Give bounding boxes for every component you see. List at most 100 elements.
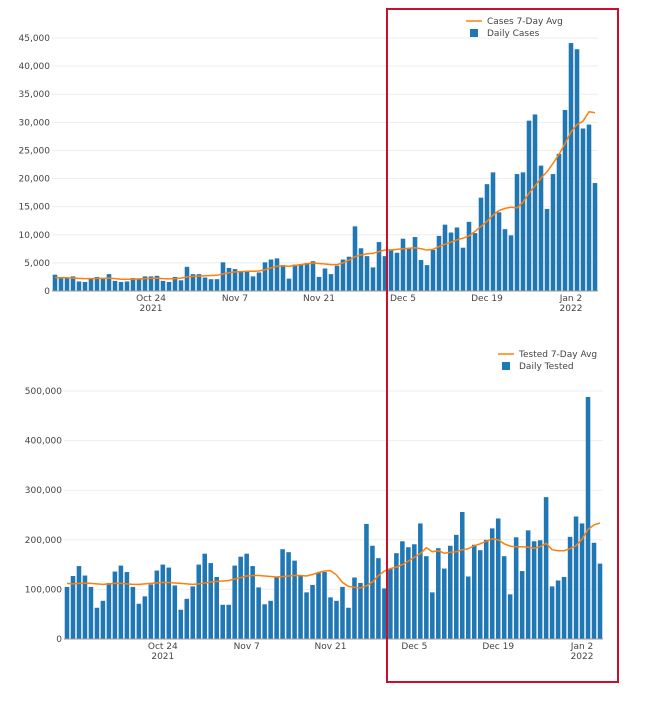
bar bbox=[382, 588, 387, 639]
bar bbox=[130, 278, 136, 291]
y-tick-label: 5,000 bbox=[24, 259, 50, 269]
bar bbox=[94, 276, 100, 291]
bar bbox=[340, 586, 345, 639]
bar bbox=[262, 262, 268, 291]
bar bbox=[562, 109, 568, 291]
bar bbox=[340, 259, 346, 291]
bar bbox=[226, 267, 232, 291]
y-tick-label: 10,000 bbox=[19, 231, 51, 241]
bar bbox=[573, 516, 579, 639]
bar bbox=[112, 280, 118, 291]
bar bbox=[82, 575, 88, 639]
x-tick-label: Dec 19 bbox=[482, 642, 514, 652]
bar bbox=[256, 587, 261, 639]
bar bbox=[346, 256, 352, 291]
bar bbox=[370, 545, 375, 639]
bar bbox=[112, 571, 118, 639]
bar bbox=[478, 197, 484, 291]
legend-line-label: Tested 7-Day Avg bbox=[518, 350, 597, 360]
bar bbox=[184, 266, 190, 291]
bar bbox=[358, 248, 364, 291]
bar bbox=[580, 128, 586, 291]
bar bbox=[82, 282, 88, 291]
y-tick-label: 400,000 bbox=[25, 437, 62, 447]
bar bbox=[585, 396, 591, 639]
x-tick-year: 2022 bbox=[571, 652, 594, 662]
x-tick-label: Dec 5 bbox=[390, 294, 416, 304]
bar bbox=[513, 537, 519, 639]
bar bbox=[100, 278, 106, 291]
y-tick-label: 35,000 bbox=[19, 90, 51, 100]
bar bbox=[388, 568, 393, 639]
y-tick-label: 40,000 bbox=[19, 62, 51, 72]
bar bbox=[76, 566, 82, 639]
bar bbox=[412, 237, 418, 291]
legend-bar-swatch bbox=[502, 362, 510, 370]
bar bbox=[64, 277, 70, 291]
bar bbox=[160, 280, 166, 291]
bar bbox=[568, 43, 574, 292]
bar bbox=[370, 267, 376, 291]
x-tick-label: Oct 24 bbox=[136, 294, 166, 304]
legend: Tested 7-Day Avg Daily Tested bbox=[498, 350, 597, 372]
bar bbox=[328, 274, 334, 291]
y-tick-label: 500,000 bbox=[25, 387, 62, 397]
bar bbox=[358, 582, 363, 639]
bar bbox=[232, 269, 238, 291]
y-tick-label: 300,000 bbox=[25, 486, 62, 496]
bar bbox=[184, 598, 190, 639]
bar bbox=[178, 280, 184, 291]
bar bbox=[472, 233, 478, 291]
bar bbox=[58, 278, 64, 291]
bar bbox=[226, 604, 231, 639]
bar bbox=[124, 572, 130, 639]
y-tick-label: 45,000 bbox=[19, 34, 51, 44]
bar bbox=[298, 576, 303, 639]
bar bbox=[531, 541, 537, 639]
bar bbox=[507, 594, 513, 639]
bar bbox=[268, 600, 273, 639]
tested-chart: 0 100,000 200,000 300,000 400,000 500,000 Oct … bbox=[25, 350, 603, 662]
bar bbox=[412, 544, 417, 639]
bar bbox=[88, 586, 94, 639]
bar bbox=[316, 276, 322, 291]
bar bbox=[166, 282, 172, 291]
bar bbox=[334, 600, 339, 639]
bar bbox=[489, 528, 495, 639]
bar bbox=[394, 252, 400, 291]
avg-line bbox=[54, 110, 596, 280]
bar bbox=[555, 580, 561, 639]
bar bbox=[442, 224, 448, 291]
bar bbox=[400, 238, 406, 291]
bar bbox=[394, 553, 399, 639]
x-tick-label: Dec 19 bbox=[471, 294, 503, 304]
bar bbox=[574, 49, 580, 291]
bar bbox=[148, 276, 154, 291]
bar bbox=[178, 609, 184, 639]
bar bbox=[519, 571, 525, 639]
bar bbox=[322, 268, 328, 291]
bar bbox=[256, 272, 262, 291]
bar bbox=[561, 577, 567, 639]
bar bbox=[316, 572, 321, 639]
bar bbox=[148, 584, 154, 639]
y-tick-label: 15,000 bbox=[19, 203, 51, 213]
bar bbox=[477, 550, 483, 639]
bar bbox=[310, 261, 316, 291]
bar bbox=[250, 276, 256, 291]
legend-bar-label: Daily Tested bbox=[519, 362, 574, 372]
bar bbox=[76, 281, 82, 291]
bar bbox=[202, 553, 208, 639]
x-tick-year: 2021 bbox=[140, 304, 163, 314]
bar bbox=[490, 172, 496, 291]
bar bbox=[118, 282, 124, 291]
bar bbox=[436, 548, 441, 639]
bar bbox=[591, 542, 597, 639]
bar bbox=[262, 604, 267, 639]
bar bbox=[142, 596, 148, 639]
bar bbox=[70, 576, 76, 639]
x-tick-label: Nov 7 bbox=[222, 294, 248, 304]
y-tick-label: 0 bbox=[56, 635, 62, 645]
bar bbox=[292, 560, 297, 639]
